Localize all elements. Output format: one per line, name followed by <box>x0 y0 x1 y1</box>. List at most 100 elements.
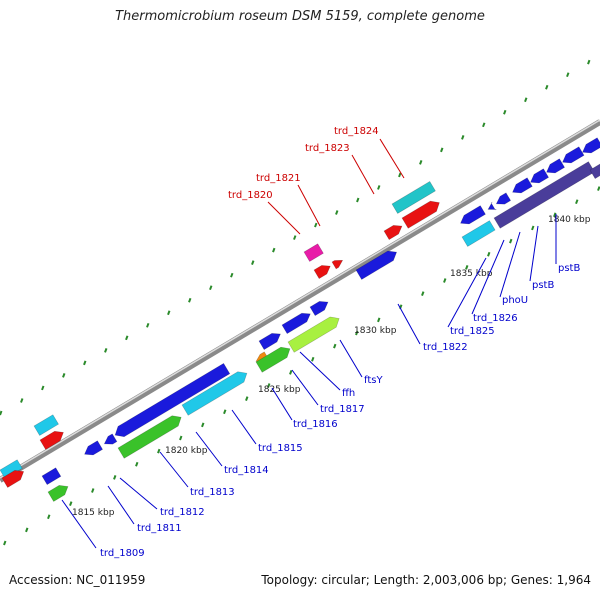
gene-label[interactable]: ffh <box>342 388 355 399</box>
gc-dot <box>289 370 293 375</box>
gene-label[interactable]: trd_1815 <box>258 443 303 454</box>
gc-dot <box>293 235 297 240</box>
gc-dot <box>47 514 51 520</box>
gene-blue[interactable] <box>486 201 498 212</box>
gc-dot <box>356 197 360 203</box>
gene-label[interactable]: trd_1820 <box>228 190 273 201</box>
gene-magenta[interactable] <box>303 243 324 262</box>
gene-label[interactable]: trd_1822 <box>423 342 468 353</box>
gene-label[interactable]: ftsY <box>364 375 383 386</box>
gene-cyan[interactable] <box>181 368 250 416</box>
gene-red[interactable] <box>39 428 66 450</box>
gc-dot <box>314 222 318 228</box>
label-leader-line <box>299 351 341 391</box>
gene-blue[interactable] <box>41 467 62 485</box>
label-leader-line <box>231 409 257 445</box>
gc-dot <box>272 247 276 253</box>
gc-dot <box>461 134 465 140</box>
gc-dot <box>311 356 315 362</box>
gene-green[interactable] <box>117 412 184 459</box>
gene-label[interactable]: pstB <box>532 280 554 291</box>
gene-label[interactable]: trd_1826 <box>473 313 518 324</box>
tick-label: 1840 kbp <box>548 215 591 225</box>
gene-blue[interactable] <box>494 192 512 208</box>
gc-dot <box>104 347 108 353</box>
tick-label: 1825 kbp <box>258 385 301 395</box>
gene-label[interactable]: trd_1812 <box>160 507 205 518</box>
gene-cyan[interactable] <box>461 220 496 247</box>
gene-label[interactable]: pstB <box>558 263 580 274</box>
gene-label[interactable]: phoU <box>502 295 528 306</box>
gene-label[interactable]: trd_1811 <box>137 523 182 534</box>
gene-red[interactable] <box>383 222 405 240</box>
gene-blue[interactable] <box>528 168 549 187</box>
label-leader-line <box>291 369 319 406</box>
accession-text: Accession: NC_011959 <box>9 573 146 587</box>
gene-label[interactable]: trd_1821 <box>256 173 301 184</box>
gene-cyan[interactable] <box>0 459 23 479</box>
gc-dot <box>230 272 234 278</box>
gc-dot <box>597 186 600 191</box>
gc-dot <box>83 360 87 366</box>
gene-red[interactable] <box>401 198 442 229</box>
gene-teal[interactable] <box>391 181 436 214</box>
gc-dot <box>209 285 213 291</box>
map-title: Thermomicrobium roseum DSM 5159, complet… <box>115 9 485 24</box>
gc-dot <box>20 398 24 403</box>
gene-label[interactable]: trd_1825 <box>450 326 495 337</box>
gene-blue[interactable] <box>580 137 600 157</box>
gene-label[interactable]: trd_1816 <box>293 419 338 430</box>
gc-dot <box>509 238 513 244</box>
gene-blue[interactable] <box>102 433 118 448</box>
gene-label[interactable]: trd_1809 <box>100 548 145 559</box>
gene-cyan[interactable] <box>33 414 59 436</box>
gc-dot <box>135 461 139 467</box>
scale-ticks: 1815 kbp 1820 kbp 1825 kbp 1830 kbp 1835… <box>72 215 591 518</box>
gene-green[interactable] <box>255 344 293 373</box>
label-leader-line <box>297 184 321 227</box>
gene-red[interactable] <box>331 257 345 270</box>
gc-dot <box>113 475 117 480</box>
genome-backbone <box>0 119 600 483</box>
label-leader-line <box>339 339 363 378</box>
gene-purple[interactable] <box>589 162 600 179</box>
gc-dot <box>69 501 73 506</box>
gc-dot <box>267 383 271 388</box>
gene-red[interactable] <box>1 467 27 488</box>
gene-blue[interactable] <box>560 146 585 167</box>
label-leader-line <box>119 477 158 510</box>
label-leader-line <box>267 201 301 235</box>
gc-dot <box>443 278 447 283</box>
gene-label[interactable]: trd_1823 <box>305 143 350 154</box>
gene-blue[interactable] <box>510 177 533 197</box>
gc-dot <box>487 251 491 257</box>
gc-dot <box>553 212 557 218</box>
gene-label[interactable]: trd_1817 <box>320 404 365 415</box>
gene-blue[interactable] <box>82 440 103 459</box>
gene-blue[interactable] <box>309 298 331 316</box>
gene-red[interactable] <box>313 262 333 279</box>
label-leader-line <box>351 154 375 195</box>
gene-blue[interactable] <box>258 330 283 350</box>
gene-blue[interactable] <box>458 205 486 228</box>
gc-dot <box>223 409 227 415</box>
gc-dot <box>3 540 7 546</box>
label-leader-line <box>107 485 135 525</box>
gene-blue[interactable] <box>355 247 399 280</box>
dotted-track-outer <box>0 59 591 416</box>
gene-blue[interactable] <box>112 362 231 440</box>
gc-dot <box>91 488 95 493</box>
gc-dot <box>41 385 45 391</box>
gene-label[interactable]: trd_1814 <box>224 465 269 476</box>
gene-label[interactable]: trd_1824 <box>334 126 379 137</box>
gene-blue[interactable] <box>544 158 565 177</box>
gene-label[interactable]: trd_1813 <box>190 487 235 498</box>
gc-dot <box>157 448 161 454</box>
gene-green[interactable] <box>47 482 71 502</box>
gene-blue[interactable] <box>281 310 313 334</box>
gc-dot <box>188 297 192 303</box>
label-leader-line <box>61 499 97 549</box>
gene-lime[interactable] <box>287 313 342 353</box>
gc-dot <box>419 160 423 165</box>
